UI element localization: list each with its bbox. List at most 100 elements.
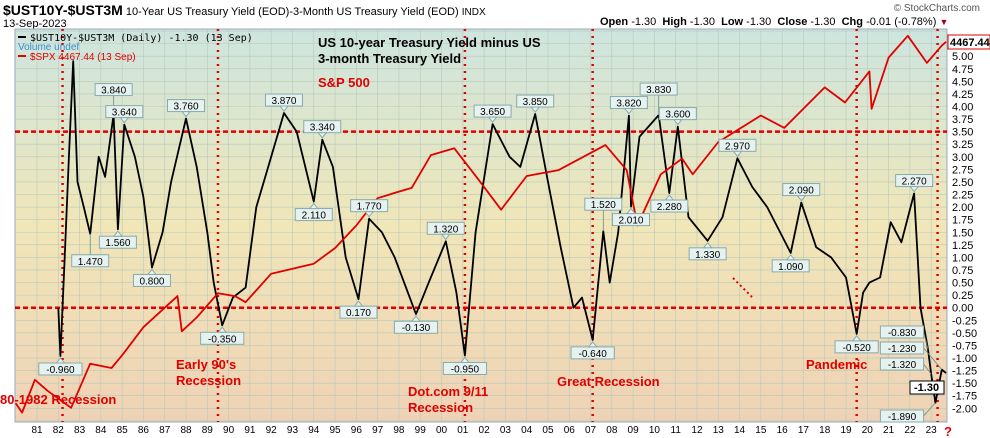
callout-pointer <box>487 116 498 123</box>
value-callout: -0.350 <box>208 334 237 345</box>
value-callout-box <box>639 82 678 96</box>
value-callout: 3.650 <box>480 107 505 118</box>
callout-pointer <box>785 254 796 261</box>
y-tick-label: -1.25 <box>952 366 977 378</box>
y-tick-label: -0.50 <box>952 328 977 340</box>
x-tick-label: 89 <box>202 425 214 436</box>
callout-pointer <box>410 315 422 322</box>
spx-last-value-tag <box>947 34 990 50</box>
y-tick-label: -0.75 <box>952 340 977 352</box>
x-tick-label: 99 <box>415 425 427 436</box>
high-label: High <box>662 16 687 28</box>
close-value: -1.30 <box>810 16 836 28</box>
chart-title: US 10-year Treasury Yield minus US <box>318 35 541 50</box>
value-callout-box <box>879 341 925 355</box>
recession-annotation: Early 90's <box>176 357 236 372</box>
spread-legend: $UST10Y-$UST3M (Daily) -1.30 (13 Sep) <box>30 33 253 44</box>
value-callout: 1.090 <box>778 262 803 273</box>
callout-pointer <box>180 111 192 118</box>
value-callout: 2.270 <box>902 177 927 188</box>
x-tick-label: 92 <box>266 425 278 436</box>
callout-pointer <box>587 341 598 348</box>
x-tick-label: 91 <box>244 425 256 436</box>
high-value: -1.30 <box>689 16 715 28</box>
x-tick-label: 03 <box>500 425 512 436</box>
value-callout-box <box>94 83 133 97</box>
x-tick-label: 96 <box>351 425 363 436</box>
x-tick-label: 14 <box>734 425 746 436</box>
callout-pointer <box>732 150 743 158</box>
x-tick-label: 07 <box>585 425 597 436</box>
value-callout: 3.760 <box>174 102 199 113</box>
low-value: -1.30 <box>746 16 772 28</box>
callout-leader <box>923 331 929 350</box>
x-tick-label: 23 <box>926 425 938 436</box>
y-tick-label: 1.00 <box>952 252 973 264</box>
x-tick-label: 90 <box>223 425 235 436</box>
y-tick-label: 0.75 <box>952 265 973 277</box>
x-tick-label: 08 <box>606 425 618 436</box>
chg-value: -0.01 (-0.78%) <box>866 16 937 28</box>
callout-pointer <box>146 268 158 275</box>
chart-header: $UST10Y-$UST3M 10-Year US Treasury Yield… <box>3 2 486 18</box>
y-tick-label: 3.75 <box>952 114 973 126</box>
value-callout: 1.520 <box>591 200 616 211</box>
volume-legend: Volume undef <box>18 42 79 53</box>
down-arrow-icon: ▼ <box>939 17 949 27</box>
y-tick-label: 1.50 <box>952 227 973 239</box>
y-tick-label: 1.25 <box>952 240 973 252</box>
x-tick-label: 97 <box>372 425 384 436</box>
open-label: Open <box>600 16 629 28</box>
value-callout: 2.970 <box>725 141 750 152</box>
x-tick-label: 22 <box>904 425 916 436</box>
callout-pointer <box>278 105 290 112</box>
x-tick-label: 05 <box>542 425 554 436</box>
y-tick-label: 1.75 <box>952 215 973 227</box>
x-tick-label: 10 <box>649 425 661 436</box>
x-tick-label: 06 <box>564 425 576 436</box>
value-callout: 3.820 <box>616 99 641 110</box>
callout-pointer <box>317 132 328 139</box>
callout-pointer <box>440 233 451 241</box>
ohlc-readout: Open -1.30 High -1.30 Low -1.30 Close -1… <box>600 16 948 28</box>
x-tick-label: 00 <box>436 425 448 436</box>
value-callout: -0.950 <box>451 364 480 375</box>
value-callout: 3.600 <box>665 110 690 121</box>
recession-annotation: Great Recession <box>557 374 660 389</box>
value-callout: 0.170 <box>346 308 371 319</box>
x-tick-label: 95 <box>329 425 341 436</box>
x-tick-label: 17 <box>798 425 810 436</box>
callout-pointer <box>672 119 683 126</box>
y-tick-label: 3.25 <box>952 139 973 151</box>
x-tick-label: 93 <box>287 425 299 436</box>
value-callout: 3.340 <box>310 123 335 134</box>
value-callout: -1.320 <box>888 360 917 371</box>
x-tick-label: 83 <box>74 425 86 436</box>
x-tick-label: 16 <box>777 425 789 436</box>
callout-leader <box>923 363 932 375</box>
value-callout-box <box>71 254 110 268</box>
callout-pointer <box>702 242 713 249</box>
y-tick-label: 5.00 <box>952 51 973 63</box>
x-tick-label: 20 <box>862 425 874 436</box>
x-tick-label: 15 <box>755 425 767 436</box>
y-tick-label: 4.75 <box>952 64 973 76</box>
y-tick-label: -2.00 <box>952 403 977 415</box>
recession-annotation: Recession <box>176 373 241 388</box>
value-callout: 3.870 <box>271 96 296 107</box>
chart-date: 13-Sep-2023 <box>3 18 67 30</box>
callout-pointer <box>308 202 319 210</box>
value-callout: 3.830 <box>646 85 671 96</box>
value-callout: 2.280 <box>657 202 682 213</box>
spread-last-value-tag <box>909 380 945 395</box>
recession-annotation: ? <box>944 424 952 438</box>
y-tick-label: -1.50 <box>952 378 977 390</box>
x-tick-label: 09 <box>628 425 640 436</box>
callout-pointer <box>55 357 66 364</box>
callout-pointer <box>664 194 675 201</box>
callout-pointer <box>796 195 807 202</box>
value-callout-box <box>584 197 623 211</box>
x-tick-label: 98 <box>393 425 405 436</box>
value-callout: 2.110 <box>302 211 327 222</box>
